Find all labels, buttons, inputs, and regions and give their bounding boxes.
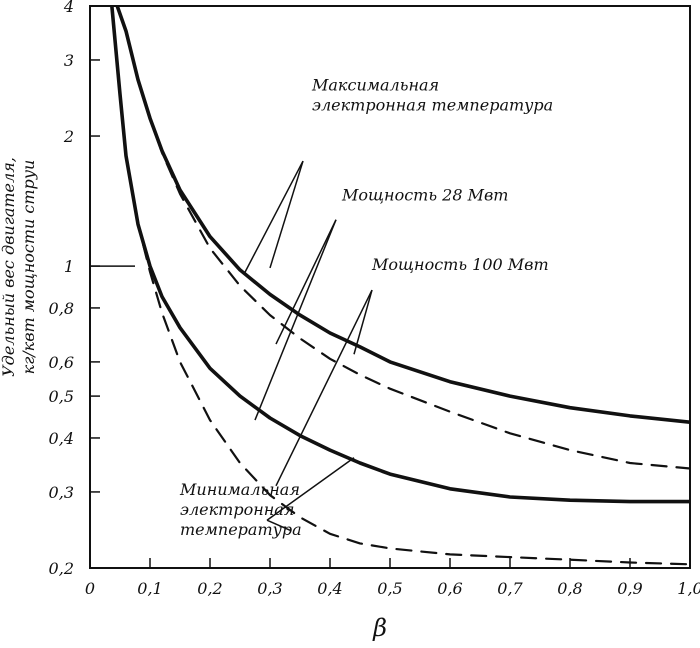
y-tick-label: 3	[64, 51, 74, 70]
x-tick-label: 0,1	[137, 579, 162, 598]
y-axis-label: кг/квт мощности струи	[19, 160, 38, 375]
y-axis-label: Удельный вес двигателя,	[0, 157, 18, 377]
x-tick-label: 1,0	[677, 579, 700, 598]
y-tick-label: 0,2	[49, 559, 74, 578]
y-tick-label: 0,6	[49, 353, 74, 372]
annotation-text-max-temp: Максимальная	[311, 75, 439, 94]
series-line-2	[116, 6, 690, 470]
x-axis-label: β	[372, 614, 387, 642]
annotation-pointer	[266, 457, 355, 521]
annotation-pointer	[266, 519, 292, 532]
annotation-pointer	[269, 160, 304, 269]
y-tick-label: 0,3	[49, 483, 74, 502]
x-tick-label: 0,3	[257, 579, 282, 598]
x-tick-label: 0,7	[497, 579, 523, 598]
annotation-text-min-temp: температура	[180, 520, 302, 539]
x-tick-label: 0,5	[377, 579, 402, 598]
series-line-1	[115, 6, 690, 424]
annotation-text-max-temp: электронная температура	[312, 95, 553, 114]
series-line-4	[110, 6, 690, 566]
annotation-pointer	[353, 289, 373, 355]
y-tick-label: 0,5	[49, 387, 74, 406]
annotation-pointer	[254, 219, 337, 421]
annotation-pointer	[275, 289, 373, 487]
y-tick-label: 4	[63, 0, 74, 16]
annotation-text-min-temp: электронная	[180, 500, 294, 519]
y-tick-label: 1	[64, 257, 74, 276]
x-tick-label: 0,6	[437, 579, 462, 598]
x-tick-label: 0	[85, 579, 95, 598]
x-tick-label: 0,2	[197, 579, 222, 598]
y-tick-label: 2	[63, 127, 74, 146]
x-tick-label: 0,4	[317, 579, 342, 598]
annotation-text-power-100: Мощность 100 Мвт	[371, 255, 549, 274]
y-tick-label: 0,8	[49, 299, 74, 318]
annotation-pointer	[243, 160, 304, 275]
y-tick-label: 0,4	[49, 429, 74, 448]
x-tick-label: 0,9	[617, 579, 642, 598]
annotation-text-min-temp: Минимальная	[179, 480, 300, 499]
annotation-text-power-28: Мощность 28 Мвт	[341, 185, 508, 204]
x-tick-label: 0,8	[557, 579, 582, 598]
annotation-pointer	[275, 219, 337, 345]
